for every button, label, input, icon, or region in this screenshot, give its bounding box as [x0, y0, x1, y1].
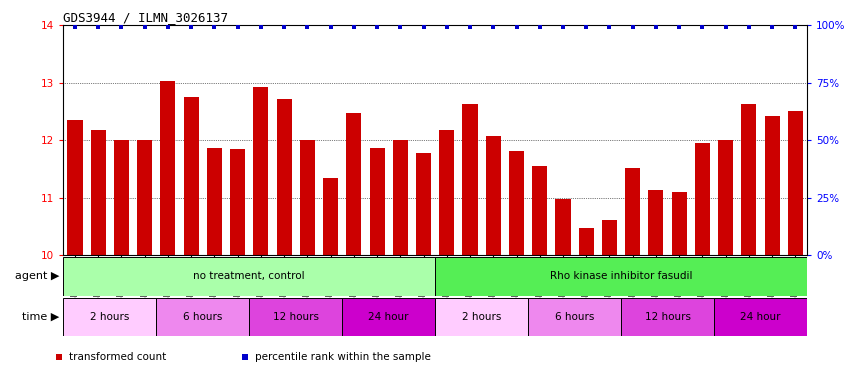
Bar	[207, 148, 222, 255]
Bar	[508, 151, 523, 255]
Bar	[68, 120, 83, 255]
Text: 2 hours: 2 hours	[462, 312, 500, 322]
Bar	[63, 298, 156, 336]
Bar	[346, 113, 361, 255]
Bar	[578, 228, 593, 255]
Bar	[620, 298, 713, 336]
Text: time ▶: time ▶	[22, 312, 59, 322]
Bar	[694, 143, 709, 255]
Bar	[528, 298, 620, 336]
Bar	[435, 257, 806, 296]
Text: no treatment, control: no treatment, control	[193, 271, 305, 281]
Bar	[114, 140, 129, 255]
Bar	[90, 130, 106, 255]
Bar	[671, 192, 686, 255]
Bar	[787, 111, 802, 255]
Text: transformed count: transformed count	[69, 352, 166, 362]
Text: 2 hours: 2 hours	[90, 312, 129, 322]
Bar	[462, 104, 477, 255]
Bar	[322, 178, 338, 255]
Bar	[717, 140, 733, 255]
Bar	[415, 153, 430, 255]
Bar	[601, 220, 616, 255]
Bar	[342, 298, 435, 336]
Bar	[764, 116, 779, 255]
Bar	[230, 149, 245, 255]
Bar	[183, 97, 198, 255]
Text: 24 hour: 24 hour	[368, 312, 408, 322]
Bar	[156, 298, 249, 336]
Bar	[137, 140, 152, 255]
Text: Rho kinase inhibitor fasudil: Rho kinase inhibitor fasudil	[549, 271, 691, 281]
Bar	[249, 298, 342, 336]
Bar	[435, 298, 528, 336]
Text: GDS3944 / ILMN_3026137: GDS3944 / ILMN_3026137	[63, 11, 228, 24]
Bar	[647, 190, 663, 255]
Text: percentile rank within the sample: percentile rank within the sample	[255, 352, 430, 362]
Text: 6 hours: 6 hours	[183, 312, 222, 322]
Text: 24 hour: 24 hour	[739, 312, 780, 322]
Bar	[625, 168, 640, 255]
Bar	[740, 104, 755, 255]
Bar	[439, 130, 454, 255]
Bar	[300, 140, 315, 255]
Bar	[160, 81, 176, 255]
Bar	[485, 136, 500, 255]
Bar	[253, 87, 268, 255]
Bar	[713, 298, 806, 336]
Text: 12 hours: 12 hours	[644, 312, 690, 322]
Text: 6 hours: 6 hours	[555, 312, 593, 322]
Bar	[532, 166, 547, 255]
Text: agent ▶: agent ▶	[14, 271, 59, 281]
Text: 12 hours: 12 hours	[273, 312, 318, 322]
Bar	[63, 257, 435, 296]
Bar	[555, 200, 570, 255]
Bar	[369, 148, 384, 255]
Bar	[392, 140, 408, 255]
Bar	[276, 99, 291, 255]
